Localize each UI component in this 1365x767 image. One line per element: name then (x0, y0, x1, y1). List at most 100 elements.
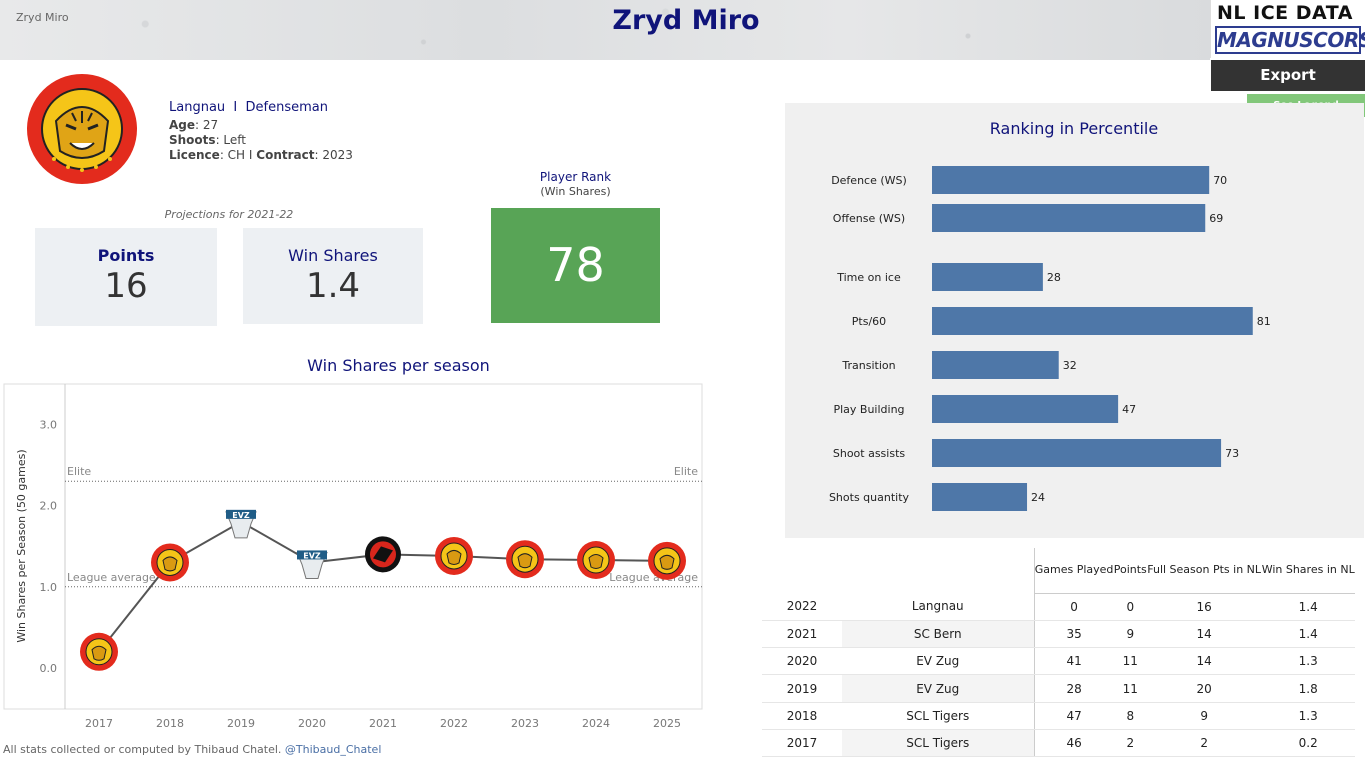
table-cell: 46 (1034, 729, 1114, 758)
scl-tigers-logo-icon (648, 541, 686, 580)
chart-title: Ranking in Percentile (990, 119, 1158, 138)
footer-credit: All stats collected or computed by Thiba… (3, 743, 381, 756)
shoots-line: Shoots: Left (169, 133, 246, 147)
x-tick-label: 2017 (85, 717, 113, 730)
x-tick-label: 2023 (511, 717, 539, 730)
win-shares-chart: Win Shares per Season (50 games) 0.0 1.0 2.… (3, 383, 703, 730)
position: Defenseman (245, 100, 328, 115)
reference-label: League average (67, 571, 156, 584)
bar (932, 439, 1222, 467)
age-label: Age (169, 118, 196, 132)
table-row: 2022 Langnau 0 0 16 1.4 (762, 593, 1355, 621)
bar (932, 307, 1253, 335)
brand-line1: NL ICE DATA (1217, 2, 1353, 24)
table-cell: 2 (1113, 729, 1147, 758)
reference-label: Elite (67, 465, 91, 478)
category-label: Offense (WS) (833, 212, 905, 225)
bar (932, 166, 1210, 194)
marker-tiger (588, 554, 604, 570)
season-stats-table: Games Played Points Full Season Pts in N… (762, 548, 1355, 758)
y-tick-label: 3.0 (40, 418, 58, 431)
licence-label: Licence (169, 148, 220, 162)
chart-frame (3, 383, 703, 710)
data-label: 28 (1047, 271, 1061, 284)
separator: I (248, 148, 253, 162)
table-cell: 41 (1034, 647, 1114, 676)
x-tick-label: 2021 (369, 717, 397, 730)
bar (932, 204, 1206, 232)
marker-tiger (517, 553, 533, 569)
table-cell: 1.3 (1261, 647, 1355, 676)
table-cell: 14 (1146, 647, 1262, 676)
table-header: Games Played (1034, 548, 1114, 594)
scl-tigers-logo-icon (151, 543, 189, 582)
header-banner (0, 0, 1210, 60)
table-header: Win Shares in NL (1261, 548, 1355, 594)
table-cell: SC Bern (842, 620, 1035, 649)
sc-bern-logo-icon (365, 536, 401, 573)
table-cell: 2022 (762, 593, 842, 621)
shoots-label: Shoots (169, 133, 216, 147)
marker-text: EVZ (232, 511, 250, 520)
win-shares-value: 1.4 (305, 266, 361, 306)
table-cell: EV Zug (842, 674, 1035, 703)
table-cell: 1.8 (1261, 674, 1355, 703)
marker-text: EVZ (303, 551, 321, 560)
data-label: 32 (1063, 359, 1077, 372)
x-tick-label: 2019 (227, 717, 255, 730)
marker-tiger (659, 554, 675, 570)
player-rank-value: 78 (491, 208, 660, 323)
page-title: Zryd Miro (612, 5, 760, 36)
table-row: 2017 SCL Tigers 46 2 2 0.2 (762, 729, 1355, 758)
ev-zug-logo-icon: EVZ (225, 509, 257, 539)
team-logo-icon (27, 74, 137, 184)
licence-value: CH (227, 148, 246, 162)
sheet-title: Zryd Miro (16, 11, 69, 24)
x-tick-label: 2022 (440, 717, 468, 730)
table-header: Full Season Pts in NL (1146, 548, 1262, 594)
y-axis-label: Win Shares per Season (50 games) (15, 449, 28, 642)
brand-line2: MAGNUSCORSI (1215, 26, 1365, 54)
category-label: Transition (841, 359, 895, 372)
table-row: 2020 EV Zug 41 11 14 1.3 (762, 647, 1355, 676)
table-cell: 2020 (762, 647, 842, 676)
data-label: 73 (1225, 447, 1239, 460)
table-cell: Langnau (842, 593, 1035, 621)
bar (932, 263, 1043, 291)
category-label: Shoot assists (833, 447, 906, 460)
marker-tiger (446, 549, 462, 565)
scl-tigers-logo-icon (80, 632, 118, 671)
scl-tigers-logo-icon (506, 540, 544, 579)
player-rank-title: Player Rank (539, 170, 612, 184)
table-cell: 2021 (762, 620, 842, 649)
table-cell: 11 (1113, 647, 1147, 676)
table-cell: 2 (1146, 729, 1262, 758)
data-label: 81 (1257, 315, 1271, 328)
data-label: 47 (1122, 403, 1136, 416)
table-cell: 9 (1146, 702, 1262, 730)
export-button[interactable]: Export (1211, 60, 1365, 91)
category-label: Defence (WS) (831, 174, 907, 187)
table-row: 2021 SC Bern 35 9 14 1.4 (762, 620, 1355, 649)
table-row: 2019 EV Zug 28 11 20 1.8 (762, 674, 1355, 703)
table-cell: 2019 (762, 674, 842, 703)
projections-label: Projections for 2021-22 (164, 208, 294, 221)
table-cell: 8 (1113, 702, 1147, 730)
table-cell: 11 (1113, 674, 1147, 703)
percentile-chart: Ranking in Percentile Defence (WS) 70 Offen… (829, 119, 1271, 511)
table-cell: 28 (1034, 674, 1114, 703)
footer-text: All stats collected or computed by Thiba… (3, 743, 282, 756)
table-cell: SCL Tigers (842, 702, 1035, 730)
data-label: 24 (1031, 491, 1045, 504)
twitter-handle-link[interactable]: @Thibaud_Chatel (284, 743, 382, 756)
win-shares-card: Win Shares 1.4 (243, 228, 423, 324)
table-cell: 20 (1146, 674, 1262, 703)
table-header (842, 548, 1035, 593)
table-cell: 47 (1034, 702, 1114, 730)
brand-logo: NL ICE DATA MAGNUSCORSI (1210, 0, 1365, 58)
scl-tigers-logo-icon (435, 536, 473, 575)
marker-bear (373, 546, 393, 563)
table-cell: 14 (1146, 620, 1262, 649)
data-label: 70 (1213, 174, 1227, 187)
team-position-line: Langnau I Defenseman (169, 100, 328, 115)
